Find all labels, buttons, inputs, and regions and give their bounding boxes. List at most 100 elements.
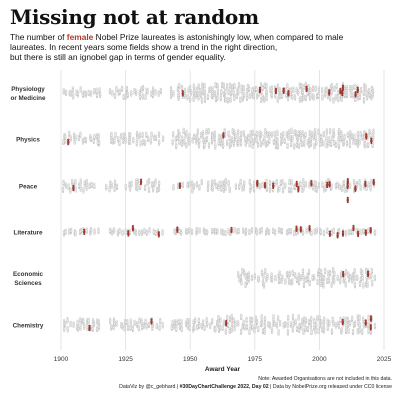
male-laureate-marker (356, 274, 359, 281)
male-laureate-marker (333, 277, 336, 285)
male-laureate-marker (245, 137, 249, 144)
male-laureate-marker (74, 229, 77, 237)
male-laureate-marker (324, 267, 327, 274)
male-laureate-marker (121, 229, 124, 236)
male-laureate-marker (222, 142, 225, 149)
male-laureate-marker (257, 325, 260, 333)
male-laureate-marker (287, 228, 290, 235)
male-laureate-marker (325, 135, 328, 142)
male-laureate-marker (265, 185, 269, 192)
male-laureate-marker (62, 138, 65, 146)
female-laureate-marker (370, 137, 373, 144)
male-laureate-marker (339, 277, 342, 285)
female-laureate-marker (299, 226, 302, 233)
male-laureate-marker (95, 133, 99, 140)
male-laureate-marker (279, 320, 282, 327)
male-laureate-marker (252, 185, 256, 193)
male-laureate-marker (113, 185, 116, 192)
male-laureate-marker (150, 181, 154, 188)
male-laureate-marker (203, 89, 206, 97)
male-laureate-marker (228, 134, 231, 142)
male-laureate-marker (295, 325, 299, 332)
male-laureate-marker (124, 228, 127, 236)
male-laureate-marker (177, 318, 180, 325)
female-laureate-marker (274, 87, 278, 95)
male-laureate-marker (313, 324, 316, 331)
male-laureate-marker (249, 322, 252, 330)
male-laureate-marker (248, 228, 251, 236)
male-laureate-marker (83, 180, 86, 187)
male-laureate-marker (258, 228, 261, 235)
male-laureate-marker (110, 229, 114, 236)
male-laureate-marker (81, 91, 84, 98)
female-laureate-marker (310, 180, 313, 187)
male-laureate-marker (200, 178, 203, 186)
male-laureate-marker (82, 317, 85, 325)
male-laureate-marker (280, 227, 284, 235)
male-laureate-marker (196, 135, 199, 142)
male-laureate-marker (372, 134, 375, 141)
male-laureate-marker (313, 317, 316, 325)
male-laureate-marker (217, 314, 220, 322)
male-laureate-marker (172, 323, 176, 330)
male-laureate-marker (351, 315, 354, 322)
female-laureate-marker (282, 87, 285, 94)
male-laureate-marker (79, 178, 82, 185)
category-label: Literature (13, 229, 43, 236)
male-laureate-marker (348, 85, 352, 92)
male-laureate-marker (232, 317, 235, 324)
male-laureate-marker (188, 318, 191, 325)
male-laureate-marker (158, 139, 161, 146)
male-laureate-marker (219, 94, 222, 102)
male-laureate-marker (323, 274, 326, 281)
male-laureate-marker (270, 327, 274, 334)
male-laureate-marker (251, 324, 254, 331)
male-laureate-marker (203, 82, 206, 90)
chart-subtitle: The number of female Nobel Prize laureat… (10, 32, 394, 62)
male-laureate-marker (152, 185, 155, 193)
male-laureate-marker (291, 269, 294, 277)
male-laureate-marker (135, 178, 138, 185)
male-laureate-marker (109, 317, 112, 325)
male-laureate-marker (315, 186, 318, 193)
male-laureate-marker (258, 183, 262, 190)
male-laureate-marker (245, 278, 249, 286)
male-laureate-marker (278, 92, 282, 100)
male-laureate-marker (314, 328, 317, 335)
male-laureate-marker (97, 227, 100, 234)
male-laureate-marker (372, 128, 375, 135)
male-laureate-marker (97, 133, 100, 140)
female-laureate-marker (230, 226, 233, 234)
male-laureate-marker (245, 94, 249, 101)
male-laureate-marker (199, 91, 203, 98)
male-laureate-marker (361, 274, 364, 281)
male-laureate-marker (276, 83, 280, 90)
male-laureate-marker (255, 136, 258, 144)
male-laureate-marker (113, 92, 117, 99)
male-laureate-marker (358, 138, 361, 145)
male-laureate-marker (249, 316, 252, 323)
male-laureate-marker (216, 94, 219, 101)
male-laureate-marker (218, 324, 222, 331)
male-laureate-marker (64, 137, 67, 144)
male-laureate-marker (111, 90, 114, 97)
male-laureate-marker (332, 97, 335, 104)
female-laureate-marker (354, 185, 357, 192)
male-laureate-marker (362, 228, 365, 235)
male-laureate-marker (154, 229, 157, 237)
male-laureate-marker (240, 279, 243, 286)
male-laureate-marker (198, 184, 201, 191)
male-laureate-marker (96, 318, 99, 325)
male-laureate-marker (362, 322, 365, 329)
male-laureate-marker (358, 280, 362, 287)
male-laureate-marker (89, 135, 93, 143)
male-laureate-marker (291, 93, 294, 100)
male-laureate-marker (317, 128, 320, 135)
male-laureate-marker (302, 178, 305, 185)
male-laureate-marker (64, 228, 67, 235)
male-laureate-marker (227, 228, 230, 235)
male-laureate-marker (286, 329, 289, 336)
male-laureate-marker (113, 227, 116, 234)
male-laureate-marker (321, 326, 324, 333)
male-laureate-marker (221, 180, 224, 187)
